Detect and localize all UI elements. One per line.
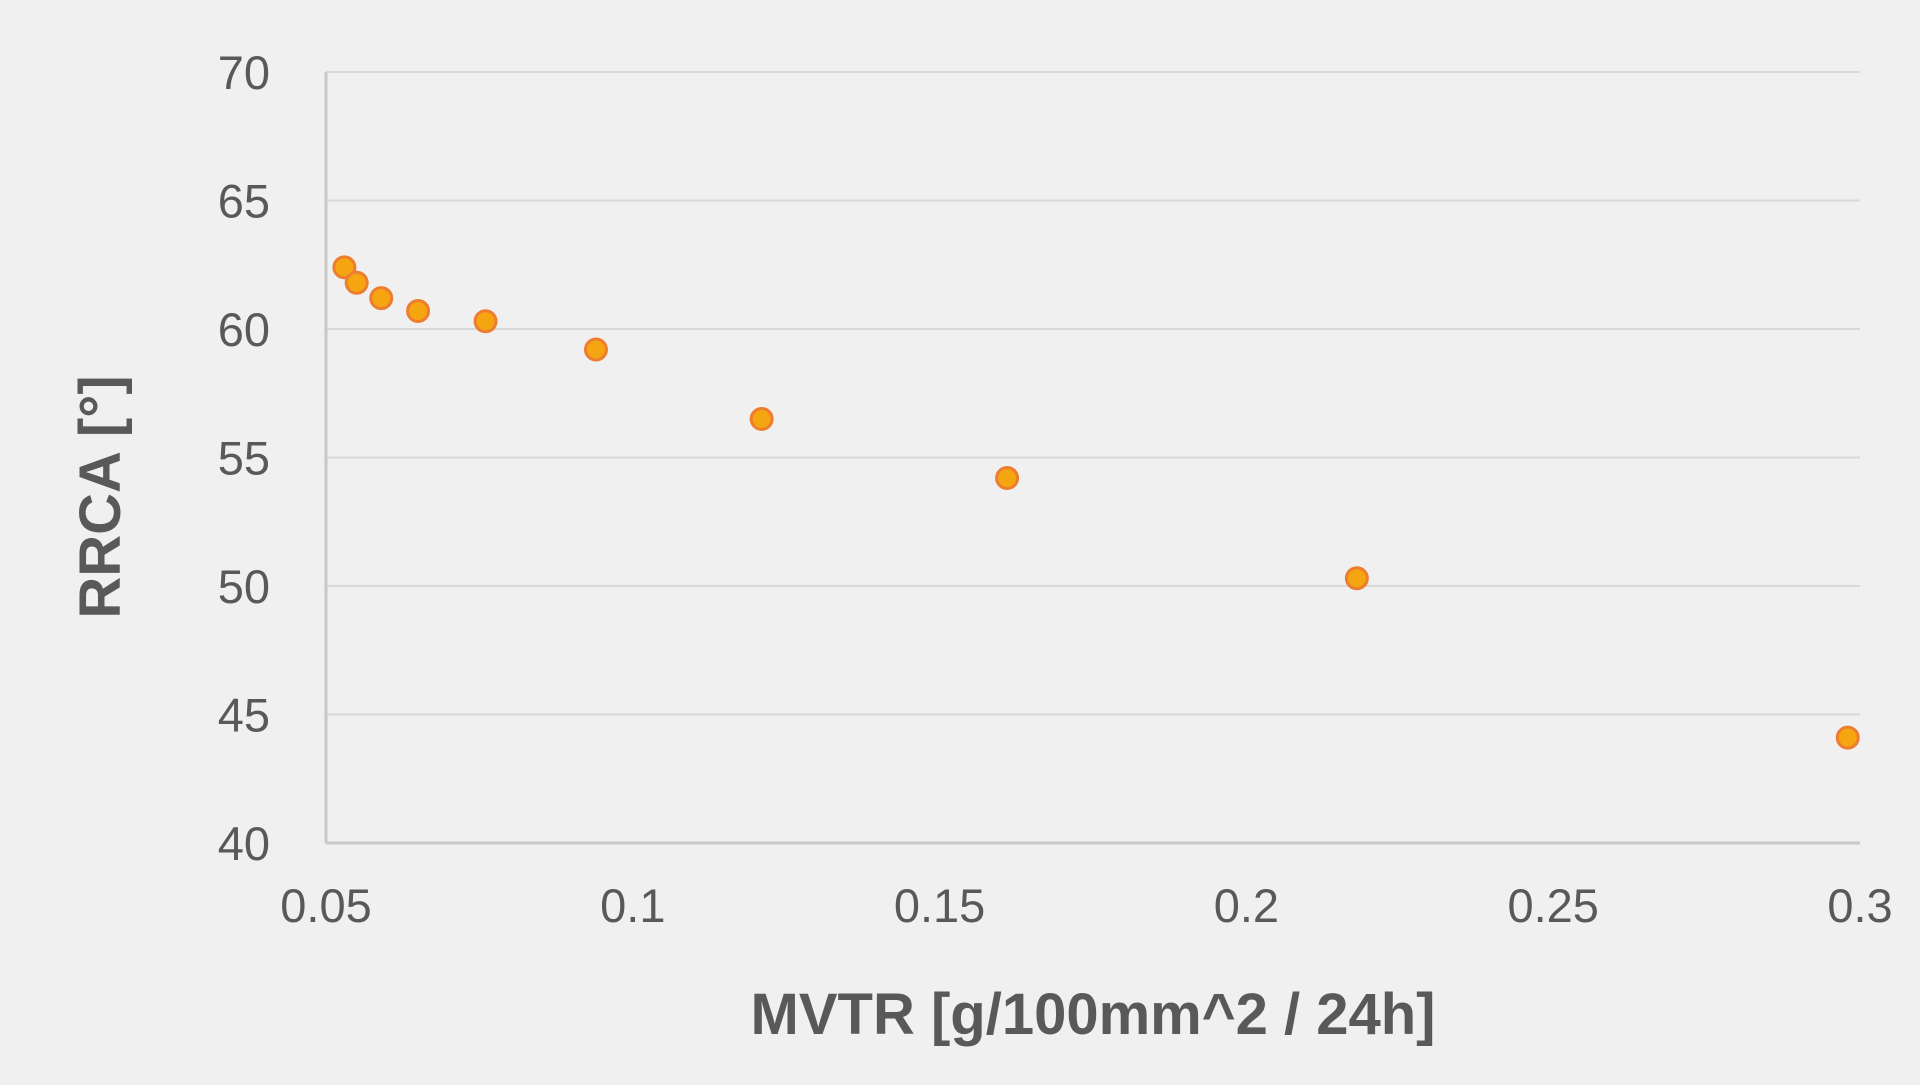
axes <box>324 72 1860 845</box>
data-point <box>1835 725 1860 750</box>
y-tick-label: 50 <box>218 560 270 613</box>
y-tick-label: 45 <box>218 689 270 742</box>
y-tick-label: 65 <box>218 175 270 228</box>
x-tick-label: 0.3 <box>1827 879 1892 932</box>
data-point <box>332 255 357 280</box>
x-tick-label: 0.2 <box>1214 879 1279 932</box>
x-tick-label: 0.05 <box>280 879 371 932</box>
data-points <box>332 255 1860 750</box>
x-tick-labels: 0.05 0.1 0.15 0.2 0.25 0.3 <box>280 879 1892 932</box>
y-tick-label: 70 <box>218 46 270 99</box>
data-point <box>995 466 1020 491</box>
data-point <box>369 286 394 311</box>
x-tick-label: 0.15 <box>894 879 985 932</box>
x-tick-label: 0.1 <box>600 879 665 932</box>
y-tick-labels: 40 45 50 55 60 65 70 <box>218 46 270 870</box>
x-axis-title: MVTR [g/100mm^2 / 24h] <box>751 982 1436 1047</box>
y-axis-title: RRCA [°] <box>68 375 133 618</box>
data-point <box>749 406 774 431</box>
data-point <box>473 309 498 334</box>
y-tick-label: 60 <box>218 303 270 356</box>
data-point <box>406 299 431 324</box>
data-point <box>583 337 608 362</box>
gridlines <box>326 71 1860 716</box>
data-point <box>1344 566 1369 591</box>
y-tick-label: 40 <box>218 817 270 870</box>
data-point <box>344 270 369 295</box>
y-tick-label: 55 <box>218 432 270 485</box>
x-tick-label: 0.25 <box>1507 879 1598 932</box>
